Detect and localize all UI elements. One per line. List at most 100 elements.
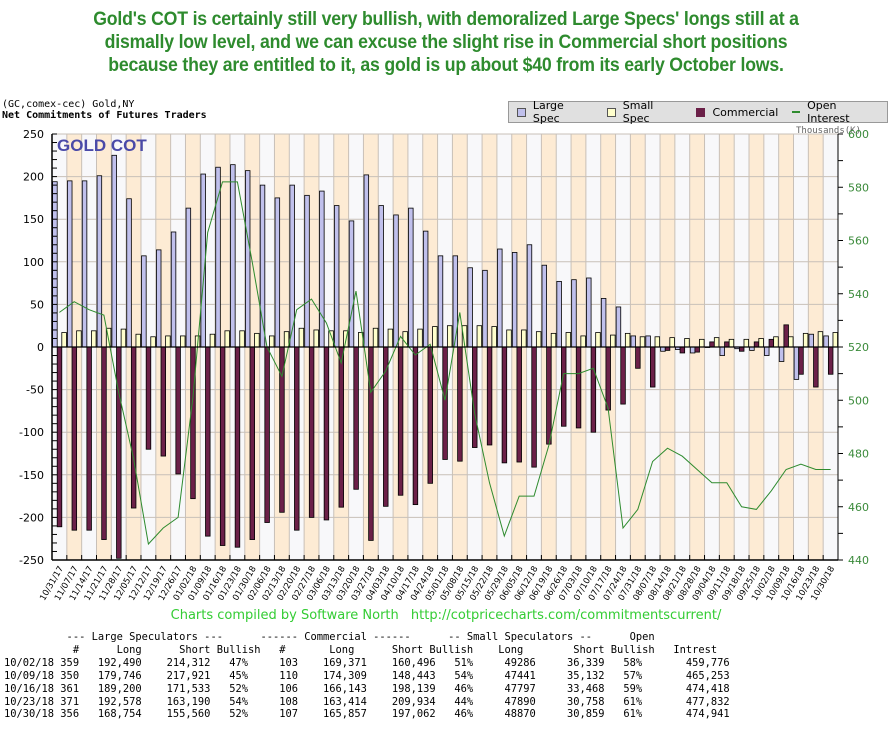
bar-large-spec	[437, 255, 444, 348]
bar-commercial	[160, 346, 167, 457]
bar-small-spec	[224, 330, 230, 348]
bar-commercial	[234, 346, 241, 548]
bar-commercial	[546, 346, 552, 445]
bar-commercial	[501, 346, 508, 464]
left-tick-label: -250	[19, 554, 44, 567]
chart-header: (GC,comex-cec) Gold,NY Net Commitments o…	[2, 99, 207, 121]
left-tick-label: -50	[26, 384, 44, 397]
bar-small-spec	[150, 336, 156, 348]
bar-commercial	[827, 346, 834, 375]
bar-large-spec	[393, 214, 399, 348]
bar-large-spec	[304, 194, 310, 348]
bar-large-spec	[170, 231, 177, 348]
bar-large-spec	[482, 269, 488, 348]
headline-line: dismally low level, and we can excuse th…	[104, 32, 788, 53]
bar-small-spec	[773, 336, 779, 348]
open-interest-line-icon	[792, 111, 801, 113]
bar-small-spec	[417, 328, 423, 348]
left-tick-label: 0	[37, 341, 44, 354]
credit-link[interactable]: http://cotpricecharts.com/commitmentscur…	[410, 608, 722, 623]
credit-text: Charts compiled by Software North	[170, 608, 399, 623]
bar-small-spec	[446, 325, 453, 348]
bar-large-spec	[778, 346, 785, 362]
symbol-label: (GC,comex-cec) Gold,NY	[2, 99, 135, 110]
bar-small-spec	[506, 329, 512, 348]
small-spec-swatch-icon	[606, 107, 616, 117]
legend-item-small-spec: Small Spec	[606, 99, 683, 125]
bar-small-spec	[817, 331, 824, 348]
bar-large-spec	[319, 190, 325, 348]
bar-small-spec	[432, 326, 438, 348]
bar-large-spec	[141, 255, 147, 348]
bar-commercial	[813, 346, 819, 388]
bar-commercial	[338, 346, 344, 508]
bar-large-spec	[81, 180, 88, 348]
bar-small-spec	[269, 335, 275, 348]
large-spec-swatch-icon	[517, 107, 526, 117]
bar-small-spec	[135, 333, 141, 348]
bar-commercial	[724, 341, 730, 348]
bar-small-spec	[580, 335, 586, 348]
bar-commercial	[679, 346, 686, 354]
bar-large-spec	[185, 207, 192, 348]
bar-large-spec	[660, 346, 666, 352]
bar-commercial	[71, 346, 78, 531]
legend-label: Large Spec	[532, 99, 564, 125]
right-tick-label: 560	[848, 235, 869, 248]
bar-small-spec	[802, 332, 809, 348]
bar-commercial	[323, 346, 330, 521]
bar-large-spec	[764, 346, 770, 356]
bar-commercial	[397, 346, 404, 496]
bar-commercial	[56, 346, 63, 528]
bar-large-spec	[823, 335, 829, 348]
left-tick-label: 200	[23, 171, 44, 184]
right-tick-label: 500	[848, 394, 869, 407]
bar-large-spec	[67, 180, 73, 348]
bar-commercial	[249, 346, 255, 540]
right-axis-unit: Thousands(K)	[796, 126, 862, 136]
bar-large-spec	[511, 252, 518, 348]
legend-item-commercial: Commercial	[696, 106, 778, 119]
bar-commercial	[650, 346, 656, 388]
table-group-header: --- Large Speculators --- ------ Commerc…	[4, 631, 655, 643]
bar-small-spec	[476, 325, 483, 348]
bar-commercial	[427, 346, 433, 484]
bar-large-spec	[497, 248, 503, 348]
bar-large-spec	[244, 170, 251, 348]
bar-commercial	[798, 346, 804, 375]
bar-large-spec	[615, 306, 622, 348]
bar-commercial	[145, 346, 152, 450]
left-tick-label: 150	[23, 213, 44, 226]
bar-commercial	[457, 346, 463, 462]
cot-summary-table: --- Large Speculators --- ------ Commerc…	[4, 631, 730, 721]
bar-large-spec	[348, 220, 355, 348]
bar-small-spec	[728, 338, 735, 348]
gold-cot-chart: 250200150100500-50-100-150-200-250600580…	[19, 128, 869, 603]
bar-small-spec	[491, 326, 497, 348]
left-tick-label: -100	[19, 426, 44, 439]
bar-large-spec	[452, 255, 459, 348]
bar-large-spec	[630, 335, 636, 348]
bar-commercial	[709, 341, 715, 348]
table-column-header: # Long Short Bullish # Long Short Bullis…	[4, 643, 718, 656]
right-tick-label: 520	[848, 341, 869, 354]
bar-commercial	[190, 346, 196, 500]
table-row: 10/23/18 371 192,578 163,190 54% 108 163…	[4, 695, 730, 708]
right-tick-label: 440	[848, 554, 869, 567]
bar-commercial	[620, 346, 626, 405]
bar-commercial	[219, 346, 226, 546]
bar-large-spec	[586, 277, 592, 348]
bar-small-spec	[699, 338, 705, 348]
bar-small-spec	[624, 332, 631, 348]
bar-small-spec	[565, 332, 572, 348]
headline: Gold's COT is certainly still very bulli…	[31, 8, 861, 77]
bar-small-spec	[61, 332, 67, 348]
bar-small-spec	[313, 329, 319, 348]
bar-small-spec	[254, 332, 260, 348]
legend-label: Commercial	[712, 105, 779, 119]
bar-small-spec	[669, 337, 675, 348]
bar-large-spec	[52, 181, 58, 348]
bar-commercial	[264, 346, 270, 523]
table-row: 10/30/18 356 168,754 155,560 52% 107 165…	[4, 708, 730, 721]
bar-commercial	[590, 346, 597, 433]
